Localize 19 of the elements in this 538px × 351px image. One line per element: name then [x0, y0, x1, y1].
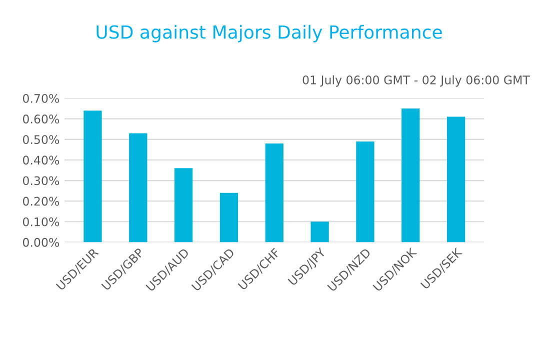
- bar: [265, 144, 284, 242]
- bar: [174, 168, 193, 242]
- bar: [84, 110, 102, 242]
- y-tick-label: 0.10%: [22, 217, 60, 226]
- bar: [220, 192, 238, 242]
- y-tick-label: 0.40%: [22, 156, 60, 165]
- y-tick-label: 0.50%: [22, 135, 60, 144]
- text: 01 July 06:00 GMT - 02 July 06:00 GMT: [302, 75, 530, 87]
- y-tick-label: 0.20%: [22, 196, 60, 206]
- y-tick-label: 0.60%: [22, 114, 60, 124]
- y-tick-label: 0.70%: [22, 94, 60, 103]
- bar: [129, 133, 148, 242]
- y-tick-label: 0.30%: [22, 176, 60, 186]
- bar: [446, 116, 466, 242]
- chart-title: USD against Majors Daily Performance: [96, 24, 442, 42]
- y-tick-label: 0.00%: [22, 238, 60, 247]
- bar: [356, 141, 374, 242]
- bar: [402, 108, 420, 242]
- bar: [310, 222, 329, 242]
